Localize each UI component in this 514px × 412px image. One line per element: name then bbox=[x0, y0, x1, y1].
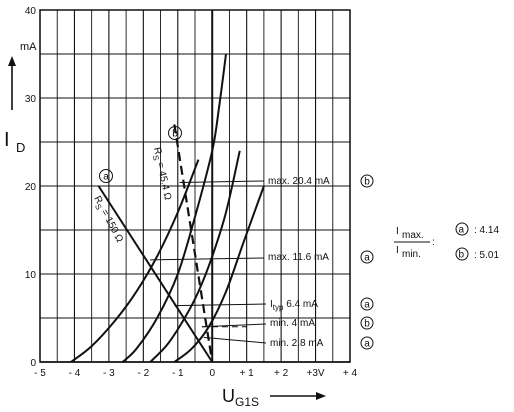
load-line-marker: a bbox=[103, 172, 109, 183]
axis-ticks: - 5 - 4 - 3 - 2 - 1 0 + 1 + 2 +3V + 4 0 10 20 30 40 bbox=[25, 6, 358, 379]
load-line-marker: b bbox=[172, 129, 178, 140]
ratio-denominator: I bbox=[396, 245, 399, 256]
curve-typ bbox=[149, 150, 241, 363]
annotation-marker-circle bbox=[360, 336, 374, 350]
x-tick-label: +3V bbox=[307, 368, 325, 379]
load-line-a bbox=[97, 185, 214, 363]
load-line-label-sub: S bbox=[93, 203, 103, 212]
ratio-marker-b-circle bbox=[455, 247, 469, 261]
annotation-text-sub: typ bbox=[273, 303, 284, 312]
annotation-marker-circle bbox=[360, 250, 374, 264]
load-line-label-value: = 45.4 Ω bbox=[154, 159, 173, 202]
annotation-text-main: I bbox=[270, 299, 273, 310]
annotation-marker-circle bbox=[360, 316, 374, 330]
ratio-marker-a: a bbox=[459, 225, 465, 236]
annotation-text-value: 6.4 mA bbox=[283, 299, 318, 310]
load-line-marker-circle bbox=[99, 169, 113, 183]
ratio-numerator-sub: max. bbox=[402, 230, 424, 241]
annotation-leader bbox=[150, 257, 265, 261]
ratio-marker-a-circle bbox=[455, 222, 469, 236]
ratio-value-b: : 5.01 bbox=[474, 250, 499, 261]
annotation-leader bbox=[203, 336, 267, 344]
annotation-text: Ityp 6.4 mA bbox=[270, 299, 318, 312]
ratio-colon: : bbox=[432, 237, 435, 248]
y-tick-label: 40 bbox=[25, 6, 37, 17]
annotation-text: max. 20.4 mA bbox=[268, 176, 330, 187]
load-line-b bbox=[173, 124, 214, 363]
ratio-table: I max. I min. : a : 4.14 b : 5.01 bbox=[394, 222, 499, 261]
curve-min bbox=[173, 185, 265, 363]
x-tick-label: 0 bbox=[209, 368, 215, 379]
annotation-marker: a bbox=[364, 339, 370, 350]
ratio-numerator: I bbox=[396, 226, 399, 237]
x-tick-label: + 1 bbox=[240, 368, 255, 379]
curve-left bbox=[70, 159, 200, 363]
x-tick-label: + 4 bbox=[343, 368, 358, 379]
x-axis-title-arrow bbox=[270, 392, 326, 400]
annotation-marker: a bbox=[364, 253, 370, 264]
annotation-marker: a bbox=[364, 300, 370, 311]
y-tick-label: 10 bbox=[25, 270, 37, 281]
y-axis-title-arrow bbox=[8, 56, 16, 110]
y-tick-label: 0 bbox=[30, 358, 36, 369]
x-tick-label: - 2 bbox=[137, 368, 149, 379]
y-tick-label: 20 bbox=[25, 182, 37, 193]
x-axis-title: U bbox=[222, 386, 235, 406]
y-tick-label: 30 bbox=[25, 94, 37, 105]
y-axis-unit: mA bbox=[20, 41, 37, 53]
curve-max bbox=[121, 53, 227, 363]
y-axis-title-sub: D bbox=[16, 140, 25, 155]
annotation-leader bbox=[179, 180, 265, 183]
annotation-leader bbox=[174, 303, 267, 307]
x-tick-label: + 2 bbox=[274, 368, 289, 379]
x-axis-title-sub: G1S bbox=[235, 395, 259, 409]
x-tick-label: - 3 bbox=[103, 368, 115, 379]
annotation-text: min. 4 mA bbox=[270, 318, 315, 329]
load-line-label-main: R bbox=[91, 194, 104, 206]
load-line-label-value: = 150 Ω bbox=[97, 205, 125, 244]
ratio-marker-b: b bbox=[459, 250, 465, 261]
annotation-marker: b bbox=[364, 177, 370, 188]
x-tick-label: - 1 bbox=[172, 368, 184, 379]
load-line-label: RS = 45.4 Ω bbox=[149, 146, 173, 202]
annotation-marker-circle bbox=[360, 297, 374, 311]
x-tick-label: - 5 bbox=[34, 368, 46, 379]
ratio-denominator-sub: min. bbox=[402, 249, 421, 260]
x-tick-label: - 4 bbox=[69, 368, 81, 379]
load-line-marker-circle bbox=[168, 126, 182, 140]
annotation-text: max. 11.6 mA bbox=[268, 252, 329, 263]
data-curves bbox=[70, 53, 265, 363]
annotation-leader bbox=[201, 323, 267, 328]
annotation-marker-circle bbox=[360, 174, 374, 188]
annotation-marker: b bbox=[364, 319, 370, 330]
load-line-label-main: R bbox=[151, 146, 163, 155]
y-axis-title: I bbox=[4, 129, 10, 151]
load-line-label-sub: S bbox=[151, 154, 161, 161]
ratio-value-a: : 4.14 bbox=[474, 225, 499, 236]
plot-frame bbox=[39, 9, 351, 363]
annotation-text: min. 2.8 mA bbox=[270, 338, 324, 349]
